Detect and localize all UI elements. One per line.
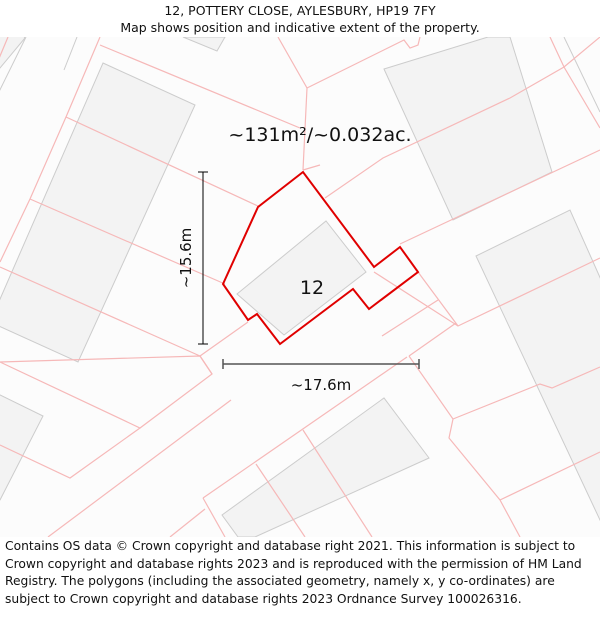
map-subtitle: Map shows position and indicative extent… [120, 20, 480, 35]
building [0, 62, 196, 363]
height-dimension-line [198, 171, 208, 345]
property-map[interactable]: ~131m²/~0.032ac. 12 ~15.6m ~17.6m [0, 37, 600, 537]
building-footprints [0, 37, 600, 537]
height-dimension-label: ~15.6m [177, 228, 195, 289]
building [182, 37, 226, 52]
width-dimension-label: ~17.6m [291, 376, 352, 394]
property-boundary[interactable] [221, 170, 420, 346]
width-dimension-line [222, 359, 420, 369]
map-header: 12, POTTERY CLOSE, AYLESBURY, HP19 7FY M… [0, 0, 600, 39]
property-address: 12, POTTERY CLOSE, AYLESBURY, HP19 7FY [164, 3, 436, 18]
building [236, 220, 367, 336]
plot-number-label: 12 [300, 277, 324, 299]
building [475, 209, 600, 522]
parcel-boundaries [0, 37, 600, 537]
road-edges [0, 37, 600, 113]
building [0, 394, 44, 501]
copyright-attribution: Contains OS data © Crown copyright and d… [5, 539, 582, 606]
building [383, 37, 553, 221]
area-label: ~131m²/~0.032ac. [228, 124, 411, 146]
building [0, 37, 26, 69]
building [221, 397, 430, 537]
